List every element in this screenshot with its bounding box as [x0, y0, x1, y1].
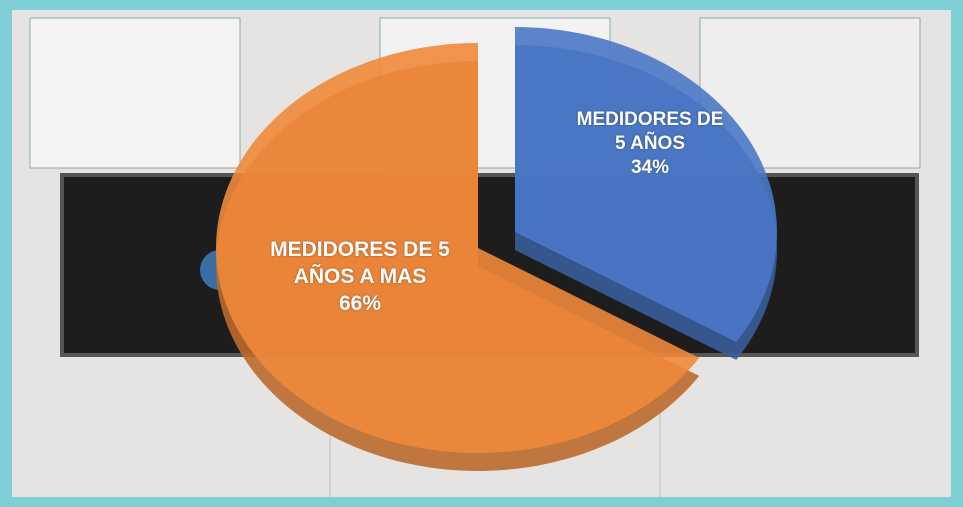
slice-label: MEDIDORES DE 5 AÑOS 34%: [545, 108, 755, 180]
value-label: 34%: [630, 157, 670, 178]
lid: [29, 17, 241, 169]
pie-slice: [515, 27, 777, 342]
slice-label: MEDIDORES DE 5 AÑOS A MAS 66%: [240, 236, 480, 317]
category-label: MEDIDORES DE 5 AÑOS A MAS: [270, 238, 450, 288]
pie-slice: [216, 43, 700, 454]
category-label: MEDIDORES DE 5 AÑOS: [576, 109, 724, 154]
value-label: 66%: [338, 292, 382, 315]
